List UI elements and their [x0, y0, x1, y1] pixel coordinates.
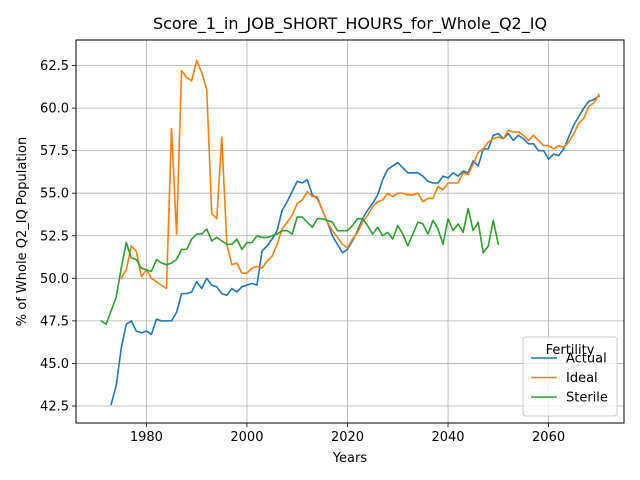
y-tick-label: 57.5: [40, 144, 69, 159]
series-line-ideal: [120, 59, 600, 290]
axis-ticks: 1980 2000 2020 2040 2060 42.5 45.0 47.5 50.0 52.5…: [40, 59, 565, 445]
legend: Fertility Actual Ideal Sterile: [522, 336, 618, 417]
y-axis-label: % of Whole Q2_IQ Population: [15, 137, 30, 326]
chart-title: Score_1_in_JOB_SHORT_HOURS_for_Whole_Q2_…: [153, 14, 547, 34]
x-tick-label: 2000: [230, 430, 263, 445]
legend-title: Fertility: [546, 343, 595, 358]
x-tick-label: 2060: [532, 430, 565, 445]
plot-area-frame: [75, 39, 625, 424]
series-line-sterile: [100, 207, 500, 326]
legend-label-ideal: Ideal: [566, 371, 598, 386]
y-tick-label: 42.5: [40, 399, 69, 414]
y-tick-label: 45.0: [40, 357, 69, 372]
x-tick-label: 1980: [130, 430, 163, 445]
x-tick-label: 2020: [331, 430, 364, 445]
y-tick-label: 62.5: [40, 59, 69, 74]
y-tick-label: 50.0: [40, 272, 69, 287]
y-tick-label: 55.0: [40, 187, 69, 202]
legend-label-sterile: Sterile: [566, 391, 608, 406]
legend-items: Actual Ideal Sterile: [531, 352, 608, 406]
x-axis-label: Years: [332, 451, 368, 466]
legend-label-actual: Actual: [566, 352, 607, 367]
y-tick-label: 47.5: [40, 314, 69, 329]
y-tick-label: 60.0: [40, 102, 69, 117]
x-tick-label: 2040: [431, 430, 464, 445]
series-lines: [100, 59, 600, 406]
y-tick-label: 52.5: [40, 229, 69, 244]
